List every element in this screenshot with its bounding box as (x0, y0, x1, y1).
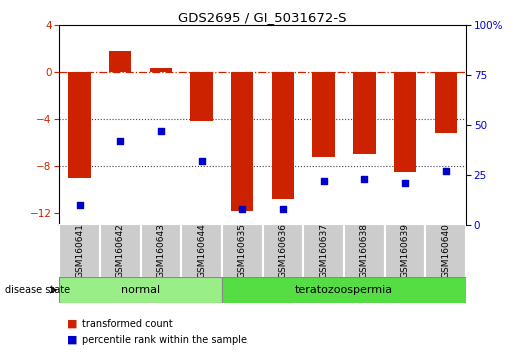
Bar (303, 224, 344, 278)
Bar (435, 72, 457, 133)
Title: GDS2695 / GI_5031672-S: GDS2695 / GI_5031672-S (178, 11, 347, 24)
Bar (394, 72, 416, 172)
Bar (68, 72, 91, 178)
Bar (222, 277, 466, 303)
Text: GSM160635: GSM160635 (238, 223, 247, 279)
Text: normal: normal (121, 285, 160, 295)
Point (360, 176, 368, 182)
Text: GSM160637: GSM160637 (319, 223, 328, 279)
Text: ■: ■ (67, 335, 77, 345)
Point (279, 206, 287, 212)
Bar (59, 224, 100, 278)
Bar (141, 224, 181, 278)
Text: GSM160641: GSM160641 (75, 223, 84, 279)
Text: ■: ■ (67, 319, 77, 329)
Bar (100, 224, 141, 278)
Text: GSM160636: GSM160636 (279, 223, 287, 279)
Point (238, 206, 246, 212)
Point (116, 138, 124, 144)
Text: GSM160638: GSM160638 (360, 223, 369, 279)
Text: transformed count: transformed count (82, 319, 173, 329)
Bar (313, 72, 335, 156)
Point (75, 202, 83, 207)
Bar (222, 224, 263, 278)
Bar (109, 51, 131, 72)
Point (441, 168, 450, 173)
Text: GSM160642: GSM160642 (116, 224, 125, 278)
Text: disease state: disease state (5, 285, 70, 295)
Text: GSM160643: GSM160643 (157, 223, 165, 279)
Bar (59, 277, 222, 303)
Text: percentile rank within the sample: percentile rank within the sample (82, 335, 247, 345)
Bar (263, 224, 303, 278)
Text: teratozoospermia: teratozoospermia (295, 285, 393, 295)
Point (319, 178, 328, 184)
Text: GSM160644: GSM160644 (197, 224, 206, 278)
Point (197, 158, 205, 164)
Bar (344, 224, 385, 278)
Point (157, 128, 165, 133)
Bar (191, 72, 213, 121)
Text: GSM160639: GSM160639 (401, 223, 409, 279)
Bar (272, 72, 294, 199)
Bar (385, 224, 425, 278)
Bar (353, 72, 375, 154)
Bar (181, 224, 222, 278)
Point (401, 180, 409, 185)
Text: GSM160640: GSM160640 (441, 223, 450, 279)
Bar (425, 224, 466, 278)
Bar (150, 68, 172, 72)
Bar (231, 72, 253, 211)
